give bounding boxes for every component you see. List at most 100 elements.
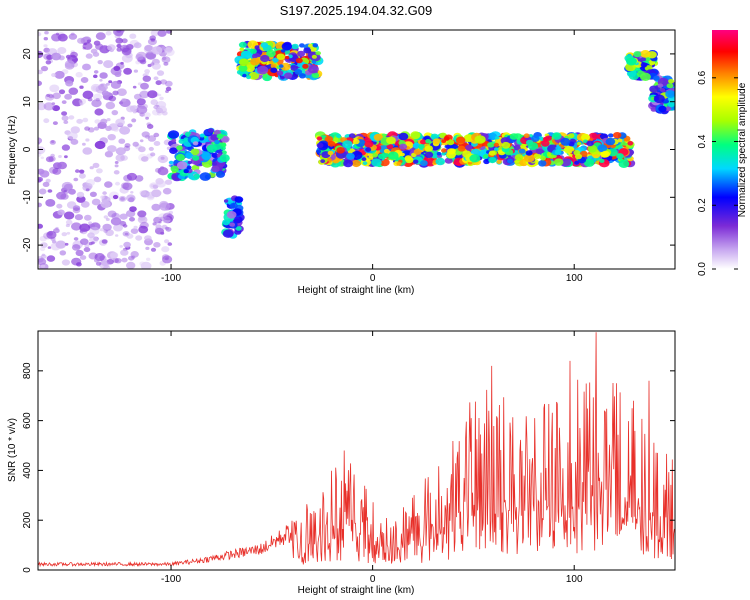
heatmap-cell xyxy=(87,232,95,239)
heatmap-cell xyxy=(59,250,67,256)
heatmap-cell xyxy=(126,261,136,269)
heatmap-cell xyxy=(608,133,614,138)
heatmap-cell xyxy=(276,70,284,76)
heatmap-cell xyxy=(248,71,260,80)
heatmap-cell xyxy=(84,214,92,221)
heatmap-cell xyxy=(76,262,82,267)
heatmap-cell xyxy=(413,139,419,143)
heatmap-cell xyxy=(166,30,172,34)
heatmap-cell xyxy=(211,161,218,166)
heatmap-cell xyxy=(78,173,86,179)
heatmap-cell xyxy=(386,143,394,150)
heatmap-cell xyxy=(574,160,580,165)
heatmap-cell xyxy=(135,54,144,61)
heatmap-cell xyxy=(45,60,52,65)
heatmap-cell xyxy=(123,241,131,248)
heatmap-cell xyxy=(74,214,83,221)
heatmap-cell xyxy=(46,94,50,97)
spectrogram-heatmap xyxy=(38,30,675,269)
heatmap-cell xyxy=(327,140,336,147)
heatmap-cell xyxy=(599,158,605,163)
heatmap-cell xyxy=(38,137,43,144)
colorbar: 0.0 0.2 0.4 0.6 Normalized spectral amplitu… xyxy=(697,30,748,276)
heatmap-cell xyxy=(44,31,49,35)
heatmap-cell xyxy=(71,244,81,251)
heatmap-cell xyxy=(136,98,146,106)
heatmap-cell xyxy=(82,90,94,100)
heatmap-cell xyxy=(159,96,164,101)
heatmap-cell xyxy=(39,246,46,252)
heatmap-cell xyxy=(520,144,526,149)
heatmap-cell xyxy=(64,60,75,68)
heatmap-cell xyxy=(523,133,530,138)
heatmap-cell xyxy=(160,79,168,85)
heatmap-cell xyxy=(56,203,63,209)
heatmap-cell xyxy=(579,150,588,157)
heatmap-cell xyxy=(76,195,86,203)
y-tick-label: -20 xyxy=(22,237,33,252)
heatmap-cell xyxy=(138,146,146,153)
snr-panel: -100 0 100 0 200 400 600 800 Height of straigh… xyxy=(7,330,676,596)
heatmap-cell xyxy=(398,132,409,141)
heatmap-cell xyxy=(665,106,672,112)
heatmap-cell xyxy=(297,50,306,57)
heatmap-cell xyxy=(260,54,270,63)
heatmap-cell xyxy=(70,138,79,145)
heatmap-cell xyxy=(68,115,75,120)
heatmap-cell xyxy=(250,57,260,66)
heatmap-cell xyxy=(113,127,119,132)
heatmap-cell xyxy=(39,235,47,242)
heatmap-cell xyxy=(58,155,62,158)
heatmap-cell xyxy=(378,153,386,160)
heatmap-cell xyxy=(64,155,68,159)
heatmap-cell xyxy=(138,225,149,234)
heatmap-cell xyxy=(51,73,57,77)
heatmap-cell xyxy=(106,258,114,265)
heatmap-cell xyxy=(57,209,65,216)
heatmap-cell xyxy=(146,191,156,199)
heatmap-cell xyxy=(45,156,54,163)
heatmap-cell xyxy=(84,126,90,131)
heatmap-cell xyxy=(161,246,170,253)
heatmap-cell xyxy=(61,115,69,121)
heatmap-cell xyxy=(151,46,163,55)
heatmap-cell xyxy=(107,44,116,51)
heatmap-cell xyxy=(85,138,90,142)
heatmap-cell xyxy=(413,148,422,155)
heatmap-cell xyxy=(114,161,119,164)
heatmap-cell xyxy=(268,60,274,65)
heatmap-cell xyxy=(170,165,179,172)
heatmap-cell xyxy=(162,108,168,112)
heatmap-cell xyxy=(48,94,54,99)
heatmap-cell xyxy=(148,146,154,151)
heatmap-region xyxy=(234,40,324,82)
heatmap-cell xyxy=(533,153,541,160)
heatmap-cell xyxy=(47,246,52,249)
heatmap-cell xyxy=(52,167,62,175)
heatmap-cell xyxy=(161,110,168,116)
heatmap-cell xyxy=(150,30,160,37)
heatmap-cell xyxy=(53,162,62,170)
heatmap-cell xyxy=(80,201,90,208)
heatmap-cell xyxy=(436,151,442,156)
heatmap-cell xyxy=(43,118,50,124)
heatmap-cell xyxy=(307,64,319,74)
heatmap-cell xyxy=(424,151,434,158)
snr-x-ticks: -100 0 100 xyxy=(161,331,583,585)
heatmap-cell xyxy=(55,240,67,249)
heatmap-cell xyxy=(116,30,122,33)
heatmap-cell xyxy=(161,46,166,50)
heatmap-cell xyxy=(38,223,43,229)
heatmap-cell xyxy=(183,169,189,174)
heatmap-cell xyxy=(72,205,81,212)
heatmap-cell xyxy=(494,147,499,151)
heatmap-cell xyxy=(373,133,383,141)
heatmap-cell xyxy=(132,110,137,114)
heatmap-cell xyxy=(119,245,123,248)
heatmap-cell xyxy=(99,228,104,232)
heatmap-cell xyxy=(165,227,172,232)
heatmap-cell xyxy=(324,135,334,143)
heatmap-cell xyxy=(163,62,169,66)
heatmap-cell xyxy=(44,93,55,101)
heatmap-cell xyxy=(155,80,162,86)
